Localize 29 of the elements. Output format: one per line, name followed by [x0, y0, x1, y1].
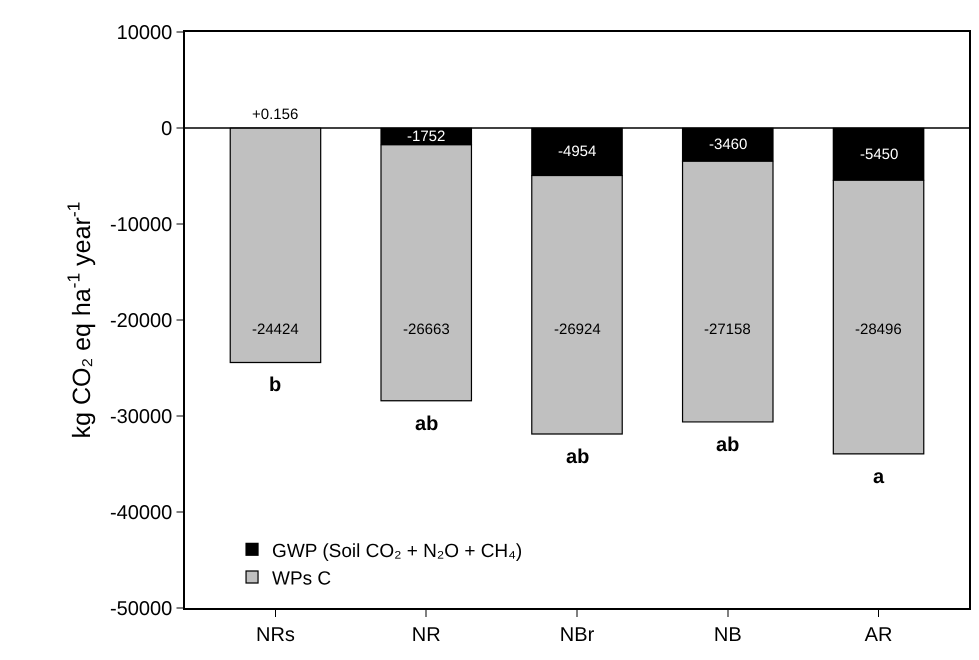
data-label: -26924: [554, 321, 601, 338]
x-tick-label: NRs: [256, 624, 295, 646]
annotation: ab: [415, 413, 438, 435]
annotation: b: [269, 374, 282, 396]
annotation: ab: [716, 434, 740, 456]
y-tick-label: 0: [161, 118, 172, 140]
legend-label: WPs C: [272, 568, 332, 590]
y-tick-label: 10000: [116, 22, 172, 44]
y-tick-label: -10000: [110, 214, 172, 236]
data-label: -27158: [704, 321, 751, 338]
data-label: -26663: [403, 321, 450, 338]
x-tick-label: NBr: [560, 624, 595, 646]
y-tick-label: -20000: [110, 310, 172, 332]
data-label: -3460: [709, 136, 748, 153]
data-label: -5450: [860, 146, 898, 163]
x-tick-label: NB: [714, 624, 742, 646]
x-tick-label: NR: [412, 624, 441, 646]
y-tick-label: -30000: [110, 406, 172, 428]
x-tick-label: AR: [864, 624, 892, 646]
data-label: +0.156: [252, 106, 298, 123]
y-tick-label: -50000: [110, 598, 172, 620]
annotation: a: [873, 466, 885, 488]
annotation: ab: [566, 446, 590, 468]
data-label: -24424: [252, 321, 299, 338]
data-label: -4954: [558, 143, 596, 160]
legend-label: GWP (Soil CO₂ + N₂O + CH₄): [272, 540, 522, 562]
y-tick-label: -40000: [110, 502, 172, 524]
data-label: -28496: [855, 321, 902, 338]
data-label: -1752: [407, 128, 446, 145]
